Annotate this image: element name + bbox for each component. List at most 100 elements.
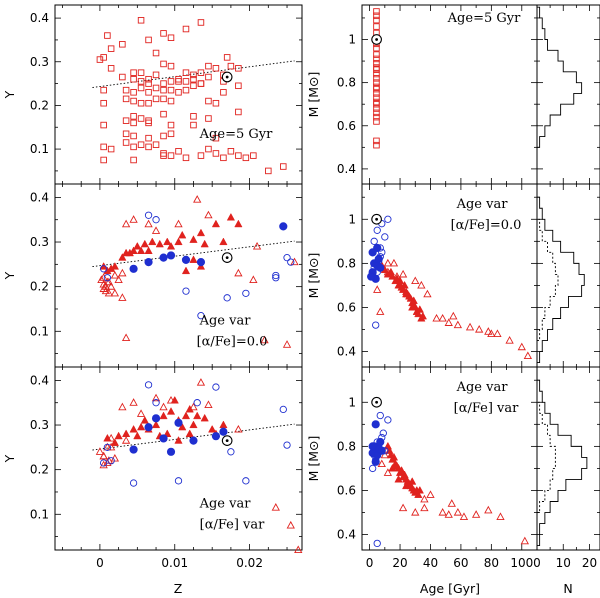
data-point	[145, 36, 152, 44]
y-tick-label: 0.1	[30, 324, 49, 338]
data-point	[121, 429, 131, 438]
data-point	[294, 545, 303, 554]
data-point	[137, 84, 145, 92]
data-point	[167, 86, 175, 94]
data-point	[130, 113, 137, 120]
data-point	[100, 265, 108, 273]
data-point	[373, 70, 380, 78]
data-point	[129, 424, 138, 433]
data-point	[196, 378, 206, 386]
data-point	[234, 268, 243, 277]
data-point	[136, 422, 146, 431]
data-point	[484, 327, 493, 335]
data-point	[487, 329, 496, 337]
data-point	[453, 507, 463, 516]
data-point	[133, 431, 142, 440]
data-point	[151, 226, 161, 234]
data-point	[196, 258, 206, 267]
x-tick-label: 100	[510, 556, 533, 570]
data-point	[182, 69, 190, 76]
data-point	[220, 154, 227, 162]
data-point	[415, 305, 424, 313]
data-point	[373, 8, 380, 15]
data-point	[408, 477, 417, 485]
data-point	[196, 228, 206, 237]
data-point	[121, 248, 131, 257]
data-point	[376, 307, 385, 315]
data-point	[234, 424, 243, 433]
data-point	[235, 108, 242, 116]
data-point	[122, 95, 130, 103]
data-point	[444, 510, 453, 518]
data-point	[283, 253, 291, 262]
data-point	[110, 288, 120, 297]
data-point	[212, 134, 220, 142]
y-tick-label: 0.2	[30, 280, 49, 294]
data-point	[371, 420, 380, 429]
x-tick-label: 20	[392, 556, 407, 570]
data-point	[376, 263, 385, 272]
y-tick-label: 0.3	[30, 55, 49, 69]
data-point	[160, 150, 167, 157]
data-point	[167, 62, 175, 70]
data-point	[384, 416, 392, 424]
data-point	[122, 139, 130, 146]
data-point	[227, 448, 235, 456]
data-point	[272, 271, 280, 280]
data-point	[459, 512, 469, 520]
data-point	[373, 90, 380, 97]
data-point	[137, 141, 145, 148]
data-point	[160, 132, 167, 140]
x-axis-label-n: N	[563, 581, 572, 596]
y-tick-label: 0.4	[337, 528, 356, 542]
data-point	[182, 287, 190, 295]
data-point	[418, 311, 427, 320]
data-point	[205, 73, 212, 81]
data-point	[130, 143, 137, 151]
data-point	[118, 268, 127, 277]
x-tick-label: 40	[423, 556, 438, 570]
data-point	[175, 89, 182, 96]
data-point	[145, 119, 152, 127]
data-point	[205, 115, 212, 122]
data-point	[100, 99, 107, 107]
data-point	[272, 274, 280, 282]
y-tick-label: 0.2	[30, 98, 49, 112]
data-point	[167, 97, 175, 105]
panel-histogram: 0 10 20	[533, 366, 600, 570]
data-point	[389, 258, 399, 267]
data-point	[493, 329, 502, 337]
data-point	[174, 237, 183, 246]
data-point	[227, 148, 235, 155]
data-point	[137, 78, 145, 85]
data-point	[178, 422, 187, 431]
data-point	[160, 86, 167, 94]
data-point	[379, 429, 387, 437]
x-tick-label: 0.02	[236, 556, 263, 570]
data-point	[212, 150, 220, 157]
data-point	[420, 494, 429, 503]
x-axis-label-age: Age [Gyr]	[420, 581, 480, 596]
data-point	[197, 80, 205, 87]
data-point	[211, 219, 221, 228]
data-point	[373, 94, 380, 101]
data-point	[130, 132, 137, 140]
y-tick-label: 0.1	[30, 142, 49, 156]
data-point	[166, 241, 176, 250]
y-tick-label: 0.8	[337, 76, 356, 90]
data-point	[408, 302, 417, 311]
x-tick-label: 80	[484, 556, 499, 570]
data-point	[212, 383, 220, 391]
sun-marker-dot	[225, 256, 229, 260]
data-point	[395, 280, 405, 289]
sun-marker-dot	[225, 75, 229, 79]
data-point	[136, 246, 146, 255]
panel-annotation: Age=5 Gyr	[199, 127, 273, 142]
data-point	[409, 296, 418, 304]
data-point	[144, 381, 153, 389]
data-point	[175, 75, 182, 83]
data-point	[103, 443, 112, 451]
data-point	[212, 65, 220, 72]
panel-annotation: Age var	[199, 497, 252, 512]
data-point	[182, 154, 190, 162]
